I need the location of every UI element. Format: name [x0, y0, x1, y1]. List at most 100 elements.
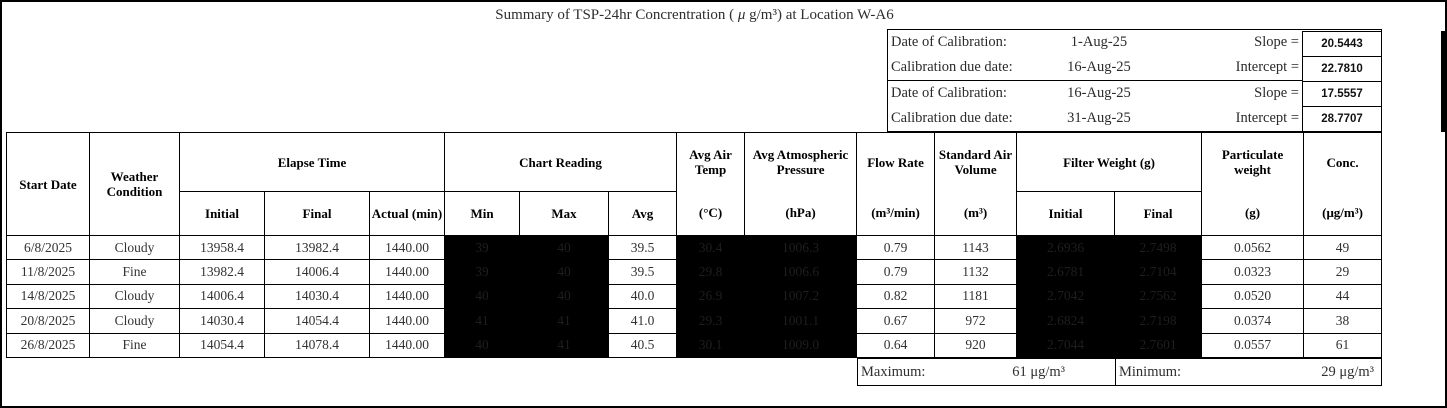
cell-chart-min: 39	[444, 259, 520, 285]
cell-conc: 38	[1303, 308, 1383, 334]
slope-value: 20.5443	[1302, 31, 1382, 57]
cell-conc: 49	[1303, 234, 1383, 261]
cell-conc: 29	[1303, 259, 1383, 285]
calibration-set-2: Date of Calibration: 16-Aug-25 Slope = C…	[887, 80, 1382, 132]
header-elapse-initial: Initial	[179, 191, 265, 236]
cell-elapse-initial: 14006.4	[179, 283, 265, 310]
header-chart-reading: Chart Reading	[443, 132, 678, 192]
header-flow-rate: Flow Rate (m³/min)	[856, 132, 936, 236]
header-chart-avg: Avg	[607, 191, 678, 236]
calibration-row: Date of Calibration: 16-Aug-25 Slope =	[888, 81, 1299, 106]
cell-elapse-actual: 1440.00	[369, 332, 445, 358]
calibration-label: Date of Calibration:	[891, 85, 1007, 101]
cell-elapse-initial: 14030.4	[179, 308, 265, 334]
cell-chart-max: 41	[519, 332, 609, 358]
cell-pressure: 1006.6	[744, 259, 858, 285]
calibration-label: Date of Calibration:	[891, 34, 1007, 50]
maximum-label: Maximum:	[861, 363, 926, 380]
cell-elapse-actual: 1440.00	[369, 234, 445, 261]
cell-elapse-actual: 1440.00	[369, 259, 445, 285]
cell-chart-min: 40	[444, 283, 520, 310]
header-chart-max: Max	[519, 191, 609, 236]
summary-table: Start Date Weather Condition Elapse Time…	[6, 132, 1383, 358]
cell-chart-max: 40	[519, 234, 609, 261]
cell-temp: 30.4	[676, 234, 746, 261]
cell-elapse-initial: 13958.4	[179, 234, 265, 261]
cell-particulate: 0.0374	[1201, 308, 1305, 334]
cell-elapse-final: 13982.4	[264, 234, 370, 261]
header-avg-atmospheric-pressure: Avg Atmospheric Pressure (hPa)	[744, 132, 858, 236]
calibration-date: 16-Aug-25	[1067, 59, 1131, 75]
cell-std-volume: 1143	[934, 234, 1018, 261]
calibration-date: 31-Aug-25	[1067, 110, 1131, 126]
table-row: 20/8/2025 Cloudy 14030.4 14054.4 1440.00 41 41…	[6, 308, 1383, 334]
intercept-value: 22.7810	[1302, 56, 1382, 82]
table-row: 11/8/2025 Fine 13982.4 14006.4 1440.00 39 40 39…	[6, 259, 1383, 285]
calibration-label: Calibration due date:	[891, 110, 1013, 126]
cell-particulate: 0.0562	[1201, 234, 1305, 261]
cell-std-volume: 1181	[934, 283, 1018, 310]
cell-elapse-initial: 13982.4	[179, 259, 265, 285]
cell-weather: Cloudy	[89, 283, 180, 310]
cell-chart-avg: 39.5	[607, 234, 678, 261]
calibration-row: Date of Calibration: 1-Aug-25 Slope =	[888, 30, 1299, 55]
cell-weather: Fine	[89, 259, 180, 285]
cell-particulate: 0.0520	[1201, 283, 1305, 310]
cell-filter-initial: 2.6781	[1016, 259, 1116, 285]
header-elapse-actual: Actual (min)	[369, 191, 445, 236]
calibration-label: Calibration due date:	[891, 59, 1013, 75]
header-filter-initial: Initial	[1016, 191, 1116, 236]
cell-std-volume: 1132	[934, 259, 1018, 285]
cell-temp: 29.3	[676, 308, 746, 334]
cell-filter-final: 2.7104	[1114, 259, 1203, 285]
cell-chart-max: 40	[519, 283, 609, 310]
table-row: 14/8/2025 Cloudy 14006.4 14030.4 1440.00 40 40…	[6, 283, 1383, 310]
slope-value: 17.5557	[1302, 81, 1382, 107]
cell-chart-avg: 41.0	[607, 308, 678, 334]
maximum-cell: Maximum: 61 μg/m³	[858, 359, 1116, 385]
cell-chart-min: 41	[444, 308, 520, 334]
slope-label: Slope =	[1254, 34, 1299, 50]
cell-conc: 44	[1303, 283, 1383, 310]
minimum-cell: Minimum: 29 μg/m³	[1116, 359, 1381, 385]
header-chart-min: Min	[444, 191, 520, 236]
cell-pressure: 1009.0	[744, 332, 858, 358]
header-elapse-time: Elapse Time	[179, 132, 445, 192]
calibration-row: Calibration due date: 31-Aug-25 Intercep…	[888, 106, 1299, 131]
header-weather-condition: Weather Condition	[89, 132, 180, 236]
cell-particulate: 0.0323	[1201, 259, 1305, 285]
cell-flow-rate: 0.67	[856, 308, 936, 334]
minimum-label: Minimum:	[1119, 363, 1182, 380]
cell-particulate: 0.0557	[1201, 332, 1305, 358]
minimum-value: 29 μg/m³	[1321, 363, 1374, 380]
cell-start-date: 6/8/2025	[6, 234, 90, 261]
redaction-bar	[1441, 31, 1445, 132]
intercept-value: 28.7707	[1302, 106, 1382, 132]
cell-pressure: 1007.2	[744, 283, 858, 310]
cell-std-volume: 972	[934, 308, 1018, 334]
cell-filter-final: 2.7562	[1114, 283, 1203, 310]
cell-elapse-final: 14006.4	[264, 259, 370, 285]
header-standard-air-volume: Standard Air Volume (m³)	[934, 132, 1018, 236]
cell-elapse-final: 14078.4	[264, 332, 370, 358]
cell-flow-rate: 0.82	[856, 283, 936, 310]
cell-flow-rate: 0.79	[856, 234, 936, 261]
cell-filter-initial: 2.7042	[1016, 283, 1116, 310]
cell-filter-final: 2.7498	[1114, 234, 1203, 261]
cell-chart-max: 41	[519, 308, 609, 334]
page-title: Summary of TSP-24hr Concrentration ( μ g…	[495, 7, 894, 23]
calibration-row: Calibration due date: 16-Aug-25 Intercep…	[888, 55, 1299, 80]
maximum-value: 61 μg/m³	[1012, 363, 1065, 380]
cell-filter-final: 2.7601	[1114, 332, 1203, 358]
cell-elapse-initial: 14054.4	[179, 332, 265, 358]
cell-flow-rate: 0.64	[856, 332, 936, 358]
cell-chart-max: 40	[519, 259, 609, 285]
cell-chart-avg: 40.0	[607, 283, 678, 310]
cell-elapse-actual: 1440.00	[369, 308, 445, 334]
header-concentration: Conc. (μg/m³)	[1303, 132, 1383, 236]
header-filter-final: Final	[1114, 191, 1203, 236]
header-avg-air-temp: Avg Air Temp (°C)	[676, 132, 746, 236]
stats-row: Maximum: 61 μg/m³ Minimum: 29 μg/m³	[857, 358, 1382, 386]
calibration-block: Date of Calibration: 1-Aug-25 Slope = Ca…	[887, 29, 1382, 132]
cell-filter-initial: 2.6824	[1016, 308, 1116, 334]
